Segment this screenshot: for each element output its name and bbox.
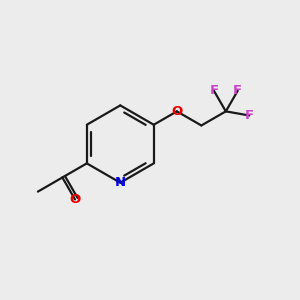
Text: N: N: [115, 176, 126, 189]
Text: O: O: [171, 105, 182, 118]
Text: O: O: [69, 193, 81, 206]
Text: F: F: [233, 84, 242, 97]
Text: F: F: [245, 109, 254, 122]
Text: F: F: [209, 84, 218, 97]
